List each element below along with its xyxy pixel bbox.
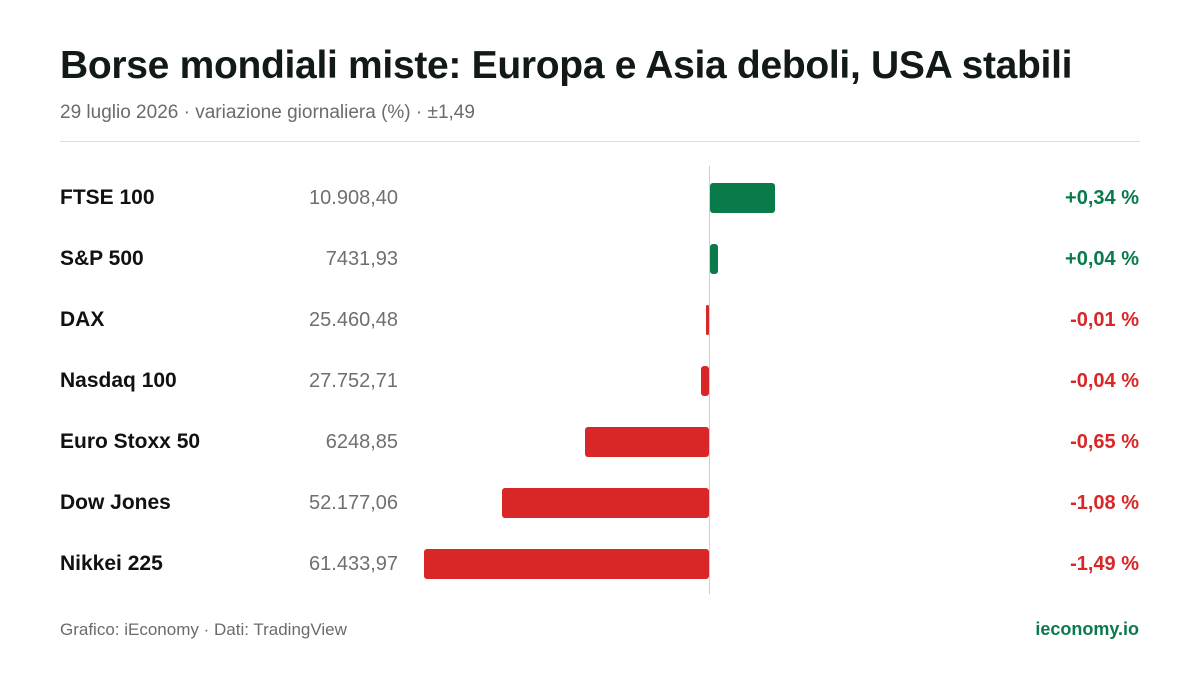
- index-price: 7431,93: [325, 248, 398, 270]
- index-price: 10.908,40: [309, 187, 398, 209]
- change-bar: [706, 305, 709, 335]
- change-label: -0,01 %: [1070, 309, 1139, 331]
- change-label: +0,34 %: [1065, 187, 1139, 209]
- chart-row: S&P 500 7431,93 +0,04 %: [0, 244, 1200, 305]
- chart-row: Nikkei 225 61.433,97 -1,49 %: [0, 549, 1200, 610]
- chart-row: FTSE 100 10.908,40 +0,34 %: [0, 183, 1200, 244]
- index-name: S&P 500: [60, 247, 144, 270]
- chart-row: Dow Jones 52.177,06 -1,08 %: [0, 488, 1200, 549]
- index-name: Nikkei 225: [60, 552, 163, 575]
- index-name: Nasdaq 100: [60, 369, 177, 392]
- index-price: 25.460,48: [309, 309, 398, 331]
- index-name: FTSE 100: [60, 186, 155, 209]
- change-bar: [710, 183, 776, 213]
- index-price: 6248,85: [325, 431, 398, 453]
- chart-row: Nasdaq 100 27.752,71 -0,04 %: [0, 366, 1200, 427]
- chart-row: DAX 25.460,48 -0,01 %: [0, 305, 1200, 366]
- brand-link[interactable]: ieconomy.io: [1035, 619, 1139, 639]
- index-name: Dow Jones: [60, 491, 171, 514]
- header-divider: [60, 141, 1140, 142]
- change-label: +0,04 %: [1065, 248, 1139, 270]
- index-price: 52.177,06: [309, 492, 398, 514]
- index-name: DAX: [60, 308, 105, 331]
- change-label: -0,04 %: [1070, 370, 1139, 392]
- chart-subtitle: 29 luglio 2026 · variazione giornaliera …: [60, 102, 475, 123]
- change-bar: [584, 427, 709, 457]
- change-label: -1,08 %: [1070, 492, 1139, 514]
- change-label: -0,65 %: [1070, 431, 1139, 453]
- chart-row: Euro Stoxx 50 6248,85 -0,65 %: [0, 427, 1200, 488]
- change-bar: [710, 244, 718, 274]
- source-credit: Grafico: iEconomy · Dati: TradingView: [60, 620, 347, 639]
- change-bar: [502, 488, 709, 518]
- change-label: -1,49 %: [1070, 553, 1139, 575]
- index-price: 61.433,97: [309, 553, 398, 575]
- chart-title: Borse mondiali miste: Europa e Asia debo…: [60, 44, 1073, 87]
- index-price: 27.752,71: [309, 370, 398, 392]
- index-name: Euro Stoxx 50: [60, 430, 201, 453]
- change-bar: [424, 549, 709, 579]
- change-bar: [701, 366, 709, 396]
- zero-axis-line: [709, 166, 710, 594]
